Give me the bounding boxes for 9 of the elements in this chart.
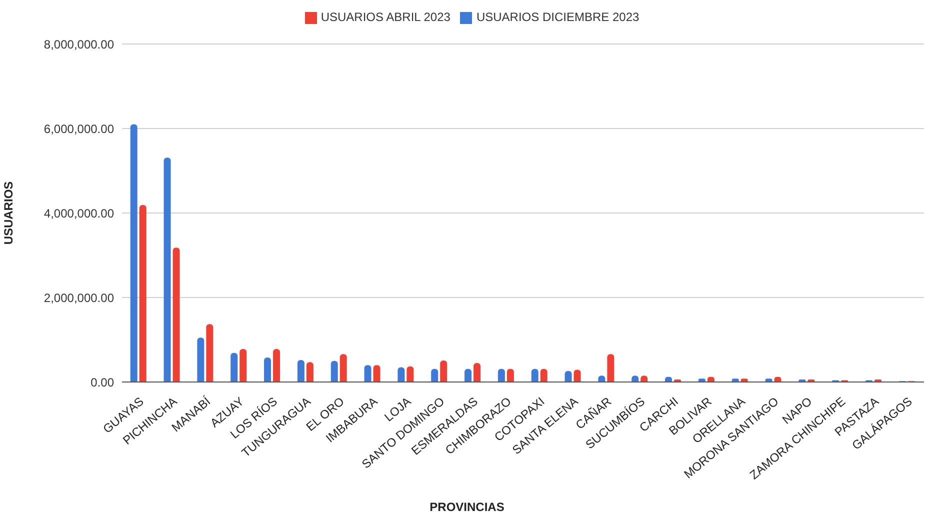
y-tick-label: 4,000,000.00 <box>44 206 114 220</box>
legend-label: USUARIOS ABRIL 2023 <box>320 10 450 24</box>
y-tick-label: 8,000,000.00 <box>44 37 114 52</box>
x-axis-title: PROVINCIAS <box>428 500 506 514</box>
y-axis-title: USUARIOS <box>1 181 16 245</box>
y-tick-label: 6,000,000.00 <box>44 122 114 136</box>
y-tick-label: 0.00 <box>90 375 114 390</box>
y-tick-label: 2,000,000.00 <box>44 290 114 305</box>
legend-label: USUARIOS DICIEMBRE 2023 <box>476 10 640 24</box>
